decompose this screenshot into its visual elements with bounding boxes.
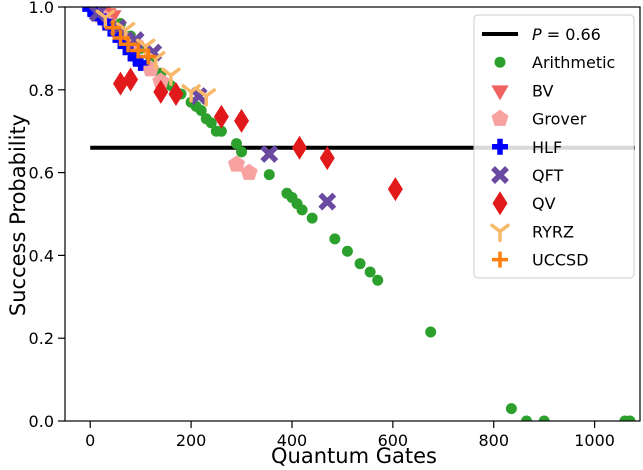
x-tick-label: 600 — [378, 431, 409, 450]
x-tick-label: 800 — [478, 431, 509, 450]
x-tick-label: 1000 — [574, 431, 615, 450]
legend-label: BV — [532, 81, 553, 100]
legend-swatch-hlf — [492, 138, 508, 155]
legend-swatch-qv — [492, 191, 508, 216]
ryrz-point — [196, 88, 216, 107]
arithmetic-point — [505, 403, 517, 415]
uccsd-point — [120, 36, 137, 53]
legend-label: RYRZ — [532, 222, 574, 241]
arithmetic-point — [195, 105, 207, 116]
arithmetic-point — [354, 258, 366, 270]
y-tick-label: 0.0 — [29, 412, 54, 431]
uccsd-point — [130, 42, 147, 59]
grover-point — [227, 155, 246, 172]
qv-point — [234, 108, 250, 133]
qv-point — [319, 146, 335, 171]
arithmetic-point — [329, 233, 341, 245]
arithmetic-point — [230, 138, 242, 150]
qft-point — [318, 192, 337, 211]
legend-item-qft: QFT — [491, 166, 564, 185]
legend-swatch-bv — [491, 85, 509, 101]
legend: P = 0.66 Arithmetic BV Grover HLF QFT QV RYRZ UC… — [473, 14, 635, 279]
y-tick-label: 0.2 — [29, 329, 54, 348]
arithmetic-point — [624, 415, 636, 421]
grover-point — [240, 163, 258, 180]
y-axis-label: Success Probability — [6, 114, 30, 316]
qv-point — [168, 81, 184, 106]
arithmetic-point — [425, 326, 437, 338]
legend-item-uccsd: UCCSD — [492, 251, 589, 270]
plot-frame — [64, 6, 641, 422]
arithmetic-point — [372, 274, 384, 286]
arithmetic-point — [215, 125, 227, 137]
legend-label: HLF — [532, 138, 562, 157]
axes: 0 200 400 600 800 1000 0.0 0.2 0.4 0.6 0.8 1.0 — [29, 0, 641, 450]
arithmetic-point — [205, 117, 217, 129]
x-tick-label: 400 — [277, 431, 308, 450]
ryrz-point — [95, 9, 116, 29]
qv-point — [213, 104, 229, 129]
legend-item-bv: BV — [491, 81, 553, 101]
legend-label: UCCSD — [532, 251, 589, 270]
qv-point — [112, 71, 128, 96]
legend-item-qv: QV — [492, 191, 556, 216]
plot-area — [82, 7, 636, 421]
legend-label: Arithmetic — [532, 53, 615, 72]
y-tick-label: 0.6 — [29, 164, 54, 183]
y-tick-label: 0.4 — [29, 246, 54, 265]
arithmetic-point — [236, 146, 248, 158]
arithmetic-point — [538, 415, 550, 421]
y-tick-label: 0.8 — [29, 81, 54, 100]
data-points — [82, 7, 636, 421]
arithmetic-point — [263, 169, 275, 181]
qv-point — [292, 135, 308, 160]
qv-point — [153, 79, 169, 104]
legend-swatch-arithmetic — [494, 56, 506, 68]
arithmetic-point — [364, 266, 376, 278]
legend-swatch-grover — [491, 109, 509, 126]
qv-point — [387, 177, 403, 202]
legend-item-hlf: HLF — [492, 138, 562, 157]
x-tick-label: 0 — [85, 431, 95, 450]
arithmetic-point — [296, 204, 308, 216]
legend-label: QFT — [532, 166, 564, 185]
legend-swatch-qft — [491, 166, 509, 184]
arithmetic-point — [306, 212, 318, 224]
legend-label: Grover — [532, 110, 587, 129]
x-tick-label: 200 — [176, 431, 207, 450]
legend-label: QV — [532, 194, 556, 213]
legend-item-grover: Grover — [491, 109, 587, 129]
legend-swatch-uccsd — [492, 251, 508, 268]
arithmetic-point — [521, 415, 533, 421]
legend-item-arithmetic: Arithmetic — [494, 53, 615, 72]
legend-box — [473, 14, 635, 279]
y-tick-label: 1.0 — [29, 0, 54, 17]
ryrz-point — [161, 67, 181, 87]
legend-swatch-ryrz — [490, 223, 510, 243]
legend-item-ryrz: RYRZ — [490, 222, 574, 243]
qft-point — [260, 145, 279, 163]
legend-threshold-label: P = 0.66 — [532, 25, 601, 44]
uccsd-point — [140, 48, 157, 65]
uccsd-point — [104, 19, 121, 36]
ryrz-point — [181, 84, 201, 103]
arithmetic-point — [341, 245, 353, 257]
x-axis-label: Quantum Gates — [271, 444, 437, 468]
qv-point — [123, 67, 139, 92]
